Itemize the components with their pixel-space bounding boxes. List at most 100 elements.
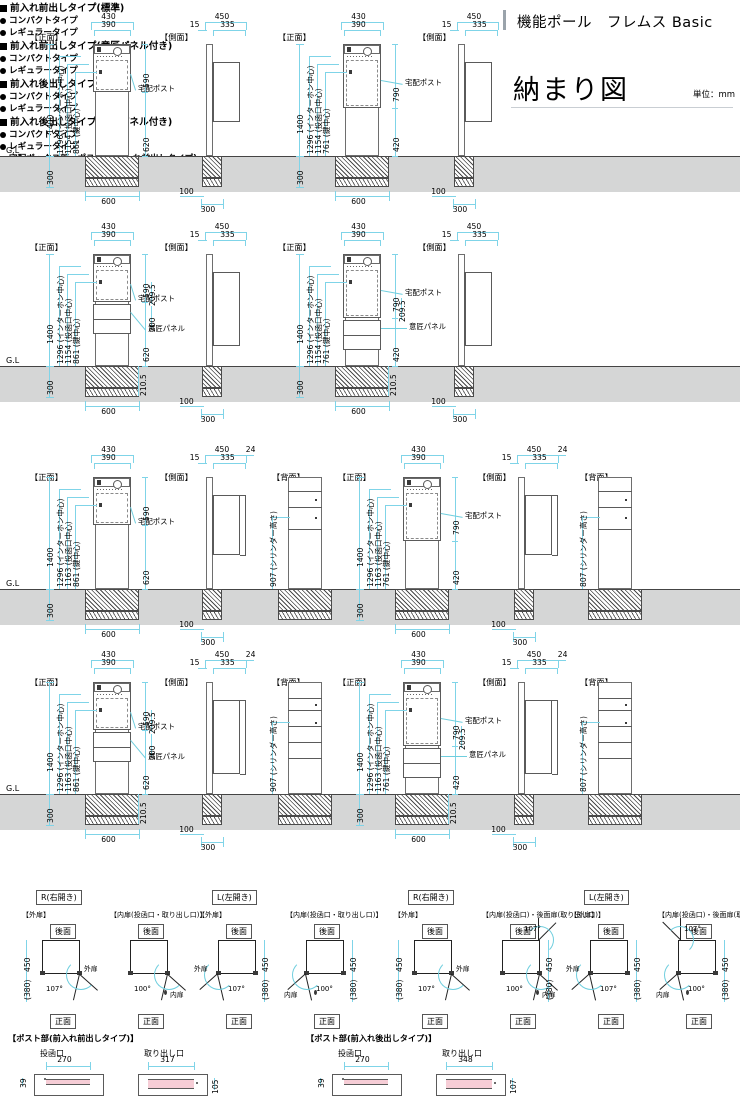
s4-c-dim-100-text: 100 [179,825,194,834]
s1-r-side-foundation-base [453,178,474,187]
s4-r-rear-cyl-1 [625,704,628,707]
s4-r-dim-v0 [369,694,370,794]
s3-r-foundation-base [395,611,449,620]
door-open-label-d1-0: R(右開き) [36,890,82,905]
post-dim-h-text-p2-1: 107 [509,1079,518,1095]
dim-tick [139,191,140,201]
dim-tick [440,463,441,469]
s1-c-lock-mark [99,70,102,74]
door-front-tag-d1-0-1: 正面 [138,1014,164,1029]
dim-tick [388,1062,389,1070]
s4-c-dim-390 [94,668,130,669]
door-rear-tag-d1-0-0: 後面 [50,924,76,939]
s4-r-dim-lower-text: 420 [452,775,461,791]
s3-r-lock-mark [409,503,412,507]
type-title-s4-compact: コンパクトタイプ [0,128,740,140]
s4-r-dim-base [448,794,449,824]
s1-r-dim-390 [344,30,380,31]
s4-c-dim-lower [145,730,146,794]
door-view-head-d1-1-1: 【内扉(投函口・取り出し口)】 [286,911,383,919]
s3-c-side-rear-box [245,495,246,555]
s3-r-dim-v0-tick [369,489,391,490]
s3-c-rear-cyl-2 [315,517,318,520]
s2-c-side-foundation [201,366,222,388]
s3-c-delivery-box [96,493,128,523]
s4-r-leader-panel [441,756,467,757]
dim-tick [380,30,381,36]
s3-r-dim-cyl-text: 807 (シリンダー高さ) [579,511,588,587]
view-label-s4-r-side: 【側面】 [478,677,511,687]
dim-tick [558,660,559,668]
s3-r-vent-dots [407,488,437,492]
door-outer-tag: 外扉 [456,965,470,973]
dim-tick [200,837,202,847]
s3-r-cabinet [403,477,441,541]
s2-c-dim-300b-text: 300 [200,415,216,424]
s3-r-dim-v2-tick [385,505,407,506]
dim-tick [94,668,95,674]
post-slot-fill-p2-0 [344,1079,388,1084]
s3-c-vent-dots [97,488,127,492]
s2-c-dim-base [138,366,139,396]
door-dim-380-text-d1-1-1: (380) [349,979,358,1000]
s2-r-dim-v2-text: 761 (鍵中心) [322,318,331,364]
post-dim-w-text-p2-1: 348 [458,1055,473,1064]
dim-tick [139,829,140,839]
s1-r-dim-v2-text: 761 (鍵中心) [322,108,331,154]
s2-r-dim-100-text: 100 [431,397,446,406]
door-rear-angle-d2-1: 107° [684,925,701,933]
s4-r-intercom-button [407,685,411,690]
dim-tick [558,455,559,463]
s1-r-dim-v1-tick [317,64,339,65]
s1-c-dim-430-text: 430 [101,12,116,21]
s3-c-dim-300b [200,637,223,638]
dim-tick [395,624,396,634]
s2-r-dim-300-text: 300 [296,380,305,396]
s1-r-dim-1400-tick-top [296,44,304,45]
s3-r-delivery-box [406,493,438,539]
s3-c-dim-v1 [67,497,68,589]
dim-tick [401,455,402,463]
s3-c-dim-15 [198,463,207,464]
dim-tick [130,240,131,246]
s2-c-dim-v2-tick [75,282,97,283]
s3-r-side-foundation-base [513,611,534,620]
s2-c-side-foundation-base [201,388,222,397]
s1-c-dim-1400-tick-bot [46,156,54,157]
door-outer-tag: 外扉 [194,965,208,973]
s2-r-dim-1400-text: 1400 [296,324,305,344]
dim-tick [497,240,498,246]
gl-line-s4 [0,794,740,795]
s3-r-intercom-panel [404,478,440,487]
post-dim-w-text-p1-0: 270 [57,1055,72,1064]
s4-c-dim-cyl-text: 907 (シリンダー高さ) [269,716,278,792]
s2-r-dim-450-text: 450 [466,222,482,231]
s1-r-dim-335-text: 335 [472,20,487,29]
s2-r-vent-dots [347,265,377,269]
door-knob [314,990,317,995]
s1-r-dim-v0 [309,56,310,156]
gl-label-s4: G.L [6,784,20,793]
s4-r-rear-line-1 [598,710,632,711]
s1-r-dim-lower-text: 420 [392,137,401,153]
door-hinge-right [713,971,718,975]
s2-r-dim-450 [457,232,498,233]
s2-c-vent-dots [97,265,127,269]
s4-r-lock-mark [409,708,412,712]
s1-r-dim-v2 [325,72,326,156]
s1-c-dim-100-text: 100 [179,187,194,196]
s4-r-side-rear-box [557,700,558,774]
s4-c-dim-mid [151,710,152,732]
s2-r-dim-v2 [325,282,326,366]
s2-r-foundation [335,366,389,388]
door-angle-d1-0-0: 107° [46,985,63,993]
s3-c-dim-1400-text: 1400 [46,547,55,567]
s4-c-dim-430-text: 430 [101,650,116,659]
s3-r-side-cabinet [524,495,552,555]
s3-c-dim-335-text: 335 [220,453,235,462]
s2-c-dim-panel [151,306,152,328]
section-title-s1: 前入れ前出しタイプ(標準) [0,0,740,14]
s3-c-dim-430 [91,455,133,456]
s2-r-cabinet [343,254,381,318]
s3-c-dim-100 [180,629,204,630]
